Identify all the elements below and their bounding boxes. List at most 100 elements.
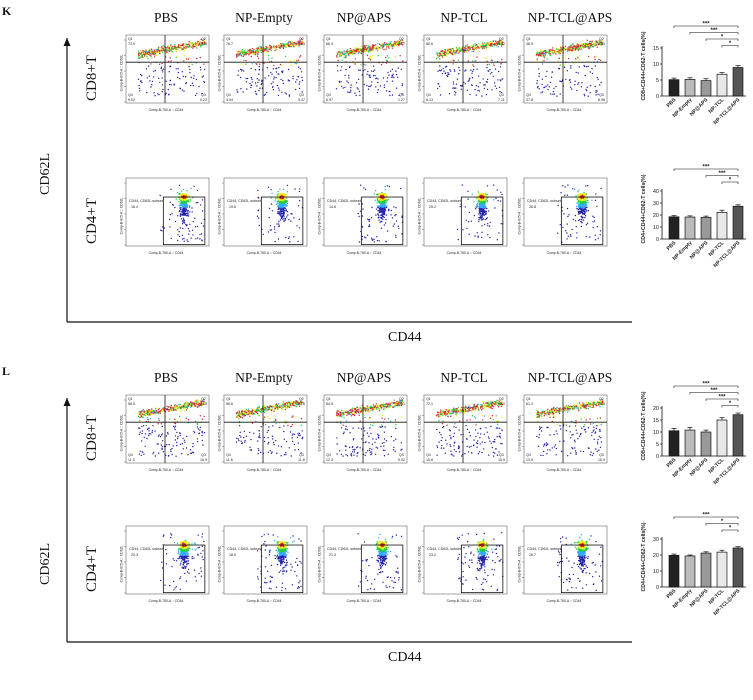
quadrant-value-q3: 1.27: [398, 98, 405, 102]
row-label: CD4+T: [84, 198, 101, 244]
plot-y-axis-label: Comp-B-605-A :: CD62L: [518, 198, 522, 235]
y-tick-label: 10: [653, 569, 659, 575]
quadrant-label-q4: Q4: [426, 453, 431, 457]
quadrant-label-q2: Q2: [201, 37, 206, 41]
gate-value: 23.2: [429, 553, 436, 557]
bar: [685, 217, 695, 239]
gate-label: CD44, CD62L subset: [227, 547, 261, 551]
y-tick-label: 0: [656, 94, 659, 100]
quadrant-value-q3: 9.02: [398, 458, 405, 462]
y-axis-arrowhead: [64, 398, 71, 406]
plot-x-axis-label: Comp-B-780-A :: CD44: [447, 599, 482, 603]
x-axis-label-cd44: CD44: [388, 330, 421, 346]
y-tick-label: 0: [656, 585, 659, 591]
bar: [717, 552, 727, 587]
significance-marker: *: [721, 519, 724, 525]
quadrant-value-q1: 61.3: [526, 402, 533, 406]
plot-y-axis-label: Comp-B-605-A :: CD62L: [120, 55, 124, 92]
plot-y-axis-label: Comp-B-605-A :: CD62L: [418, 546, 422, 583]
quadrant-value-q2: 24.5: [200, 402, 207, 406]
bar: [685, 556, 695, 587]
significance-marker: *: [729, 177, 732, 183]
plot-x-axis-label: Comp-B-780-A :: CD44: [149, 108, 184, 112]
plot-y-axis-label: Comp-B-605-A :: CD62L: [218, 198, 222, 235]
quadrant-value-q2: 16.8: [200, 42, 207, 46]
plot-x-axis-label: Comp-B-780-A :: CD44: [547, 251, 582, 255]
quadrant-value-q4: 6.97: [326, 98, 333, 102]
bar: [685, 430, 695, 456]
bar: [669, 555, 679, 587]
quadrant-value-q3: 11.8: [298, 458, 305, 462]
quadrant-value-q2: 21.6: [298, 402, 305, 406]
bar: [669, 80, 679, 96]
y-tick-label: 30: [653, 201, 659, 207]
quadrant-label-q1: Q1: [426, 37, 431, 41]
quadrant-label-q4: Q4: [326, 93, 331, 97]
y-tick-label: 10: [653, 430, 659, 436]
quadrant-label-q1: Q1: [326, 37, 331, 41]
row-label: CD8+T: [84, 55, 101, 101]
y-tick-label: 20: [653, 213, 659, 219]
plot-y-axis-label: Comp-B-605-A :: CD62L: [120, 546, 124, 583]
quadrant-value-q4: 13.9: [526, 458, 533, 462]
quadrant-value-q4: 11.3: [128, 458, 135, 462]
x-axis-label-cd44: CD44: [388, 650, 421, 666]
quadrant-label-q4: Q4: [526, 93, 531, 97]
quadrant-value-q1: 73.9: [128, 42, 135, 46]
quadrant-label-q2: Q2: [399, 397, 404, 401]
quadrant-value-q2: 24.1: [398, 402, 405, 406]
x-tick-label: PBS: [666, 588, 678, 600]
x-tick-label: NP@APS: [689, 97, 710, 118]
quadrant-label-q3: Q3: [599, 93, 604, 97]
plot-frame: [524, 395, 607, 463]
plot-x-axis-label: Comp-B-780-A :: CD44: [347, 468, 382, 472]
quadrant-label-q2: Q2: [299, 397, 304, 401]
quadrant-label-q4: Q4: [226, 93, 231, 97]
y-axis-label: CD4+CD44+CD62-T cells(%): [641, 522, 647, 591]
bar: [669, 431, 679, 456]
gate-value: 14.6: [329, 205, 336, 209]
y-tick-label: 5: [656, 78, 659, 84]
plot-x-axis-label: Comp-B-780-A :: CD44: [347, 108, 382, 112]
gate-value: 21.3: [329, 553, 336, 557]
y-tick-label: 0: [656, 454, 659, 460]
y-tick-label: 5: [656, 442, 659, 448]
quadrant-value-q3: 5.47: [298, 98, 305, 102]
significance-marker: ***: [702, 164, 710, 170]
plot-x-axis-label: Comp-B-780-A :: CD44: [149, 468, 184, 472]
quadrant-label-q2: Q2: [599, 37, 604, 41]
quadrant-value-q3: 7.11: [498, 98, 505, 102]
significance-marker: ***: [710, 28, 718, 34]
plot-x-axis-label: Comp-B-780-A :: CD44: [447, 251, 482, 255]
x-tick-label: NP@APS: [689, 240, 710, 261]
x-tick-label: PBS: [666, 240, 678, 252]
bar: [733, 415, 743, 456]
significance-marker: ***: [710, 388, 718, 394]
gate-label: CD44, CD62L subset: [327, 199, 361, 203]
plot-frame: [224, 178, 307, 246]
plot-y-axis-label: Comp-B-605-A :: CD62L: [318, 546, 322, 583]
quadrant-label-q3: Q3: [299, 93, 304, 97]
y-axis-label: CD8+CD44+CD62-T cells(%): [641, 31, 647, 100]
quadrant-label-q2: Q2: [299, 37, 304, 41]
bar: [733, 548, 743, 587]
plot-frame: [324, 178, 407, 246]
plot-x-axis-label: Comp-B-780-A :: CD44: [247, 108, 282, 112]
y-axis-label-cd62l: CD62L: [38, 153, 54, 195]
gate-value: 25.2: [429, 205, 436, 209]
quadrant-value-q1: 80.6: [426, 42, 433, 46]
quadrant-value-q4: 12.3: [326, 458, 333, 462]
quadrant-value-q4: 15.8: [426, 458, 433, 462]
quadrant-label-q3: Q3: [201, 453, 206, 457]
plot-frame: [424, 526, 507, 594]
gate-label: CD44, CD62L subset: [129, 547, 163, 551]
plot-frame: [126, 178, 209, 246]
